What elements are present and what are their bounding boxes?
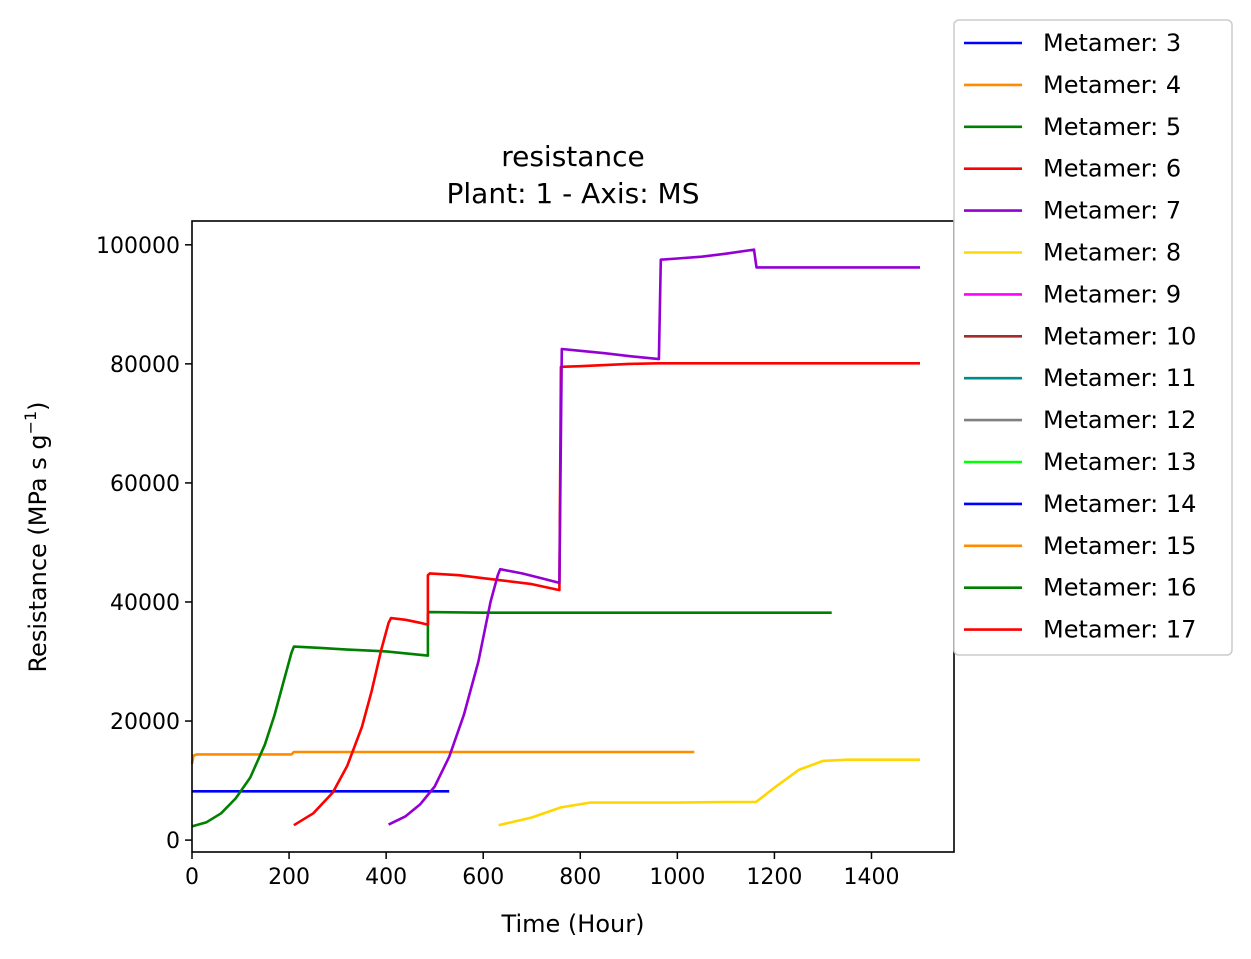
y-axis-label-main: Resistance (MPa s g <box>24 434 52 672</box>
legend-label: Metamer: 12 <box>1043 406 1196 434</box>
x-tick-label: 200 <box>268 865 310 890</box>
x-tick-label: 800 <box>559 865 601 890</box>
y-tick-label: 60000 <box>110 472 180 497</box>
y-tick-label: 80000 <box>110 353 180 378</box>
y-axis-label-close: ) <box>24 401 52 410</box>
legend-label: Metamer: 13 <box>1043 448 1196 476</box>
legend-label: Metamer: 14 <box>1043 490 1196 518</box>
y-tick-label: 0 <box>166 829 180 854</box>
x-axis-label: Time (Hour) <box>501 910 645 938</box>
legend-label: Metamer: 10 <box>1043 322 1196 350</box>
y-tick-label: 40000 <box>110 591 180 616</box>
legend-label: Metamer: 9 <box>1043 280 1181 308</box>
legend-label: Metamer: 6 <box>1043 155 1181 183</box>
legend-label: Metamer: 8 <box>1043 239 1181 267</box>
legend-label: Metamer: 17 <box>1043 616 1196 644</box>
legend-label: Metamer: 5 <box>1043 113 1181 141</box>
y-axis-label-exponent: −1 <box>21 411 40 435</box>
legend-label: Metamer: 4 <box>1043 71 1181 99</box>
legend: Metamer: 3 Metamer: 4 Metamer: 5 Metamer: 6… <box>954 20 1232 655</box>
y-tick-label: 20000 <box>110 710 180 735</box>
x-tick-label: 0 <box>185 865 199 890</box>
y-tick-label: 100000 <box>96 234 180 259</box>
legend-label: Metamer: 11 <box>1043 364 1196 392</box>
y-axis-label: Resistance (MPa s g−1) <box>21 401 52 672</box>
chart-title: resistance <box>501 140 645 173</box>
legend-label: Metamer: 15 <box>1043 532 1196 560</box>
x-tick-label: 600 <box>462 865 504 890</box>
legend-label: Metamer: 16 <box>1043 574 1196 602</box>
chart-subtitle: Plant: 1 - Axis: MS <box>447 177 700 210</box>
legend-label: Metamer: 7 <box>1043 197 1181 225</box>
x-tick-label: 1000 <box>649 865 705 890</box>
x-tick-label: 1400 <box>843 865 899 890</box>
x-tick-label: 400 <box>365 865 407 890</box>
x-tick-label: 1200 <box>746 865 802 890</box>
legend-label: Metamer: 3 <box>1043 29 1181 57</box>
